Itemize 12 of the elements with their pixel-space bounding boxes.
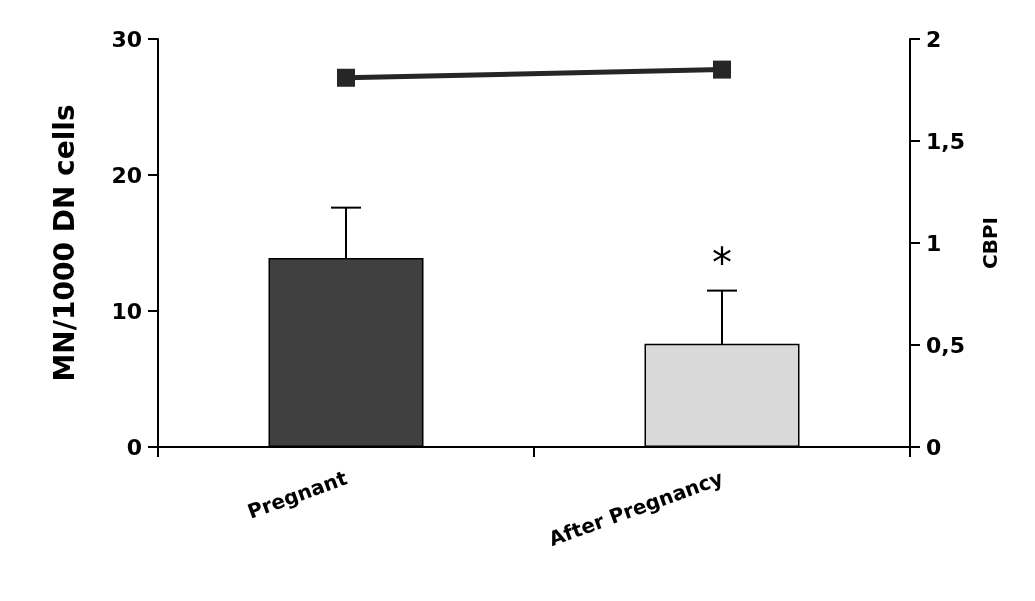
y-tick-label: 10 — [111, 298, 142, 324]
y-tick-label: 30 — [111, 26, 142, 52]
y2-tick-label: 2 — [926, 26, 942, 52]
annotation: * — [712, 239, 732, 286]
y2-tick-label: 0 — [926, 434, 942, 460]
y2-axis-title: CBPI — [978, 216, 1002, 270]
y2-tick-label: 0,5 — [926, 332, 965, 358]
y-axis-title: MN/1000 DN cells — [47, 104, 81, 382]
y2-tick-label: 1,5 — [926, 128, 965, 154]
y-tick-label: 0 — [126, 434, 142, 460]
y2-tick-label: 1 — [926, 230, 942, 256]
y-tick-label: 20 — [111, 162, 142, 188]
